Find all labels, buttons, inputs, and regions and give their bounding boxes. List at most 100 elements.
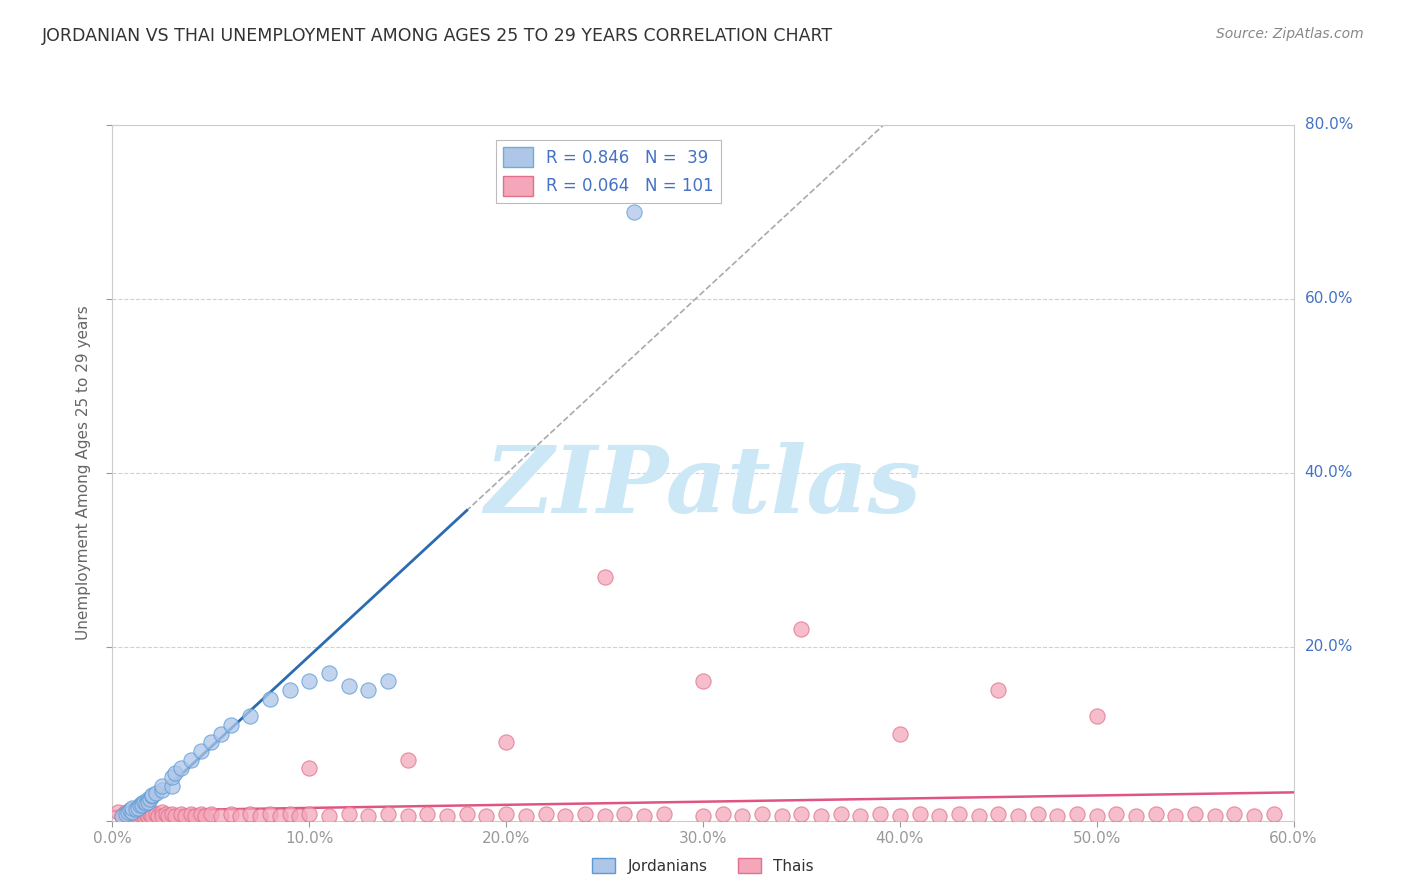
- Point: [869, 806, 891, 821]
- Point: [495, 806, 517, 821]
- Point: [229, 809, 252, 823]
- Point: [967, 809, 990, 823]
- Point: [111, 809, 134, 823]
- Point: [139, 792, 162, 806]
- Point: [259, 692, 281, 706]
- Point: [125, 806, 148, 821]
- Point: [150, 779, 173, 793]
- Point: [889, 809, 911, 823]
- Point: [298, 806, 321, 821]
- Point: [357, 809, 380, 823]
- Point: [121, 809, 143, 823]
- Point: [692, 809, 714, 823]
- Point: [132, 795, 155, 809]
- Point: [416, 806, 439, 821]
- Point: [120, 803, 142, 817]
- Point: [160, 806, 183, 821]
- Point: [129, 797, 152, 812]
- Point: [131, 797, 153, 812]
- Point: [830, 806, 852, 821]
- Point: [1105, 806, 1128, 821]
- Point: [1184, 806, 1206, 821]
- Point: [160, 770, 183, 784]
- Point: [141, 805, 163, 819]
- Point: [131, 796, 153, 810]
- Point: [928, 809, 950, 823]
- Point: [219, 806, 242, 821]
- Legend: Jordanians, Thais: Jordanians, Thais: [586, 852, 820, 880]
- Point: [125, 802, 148, 816]
- Point: [987, 683, 1010, 698]
- Point: [239, 806, 262, 821]
- Point: [1026, 806, 1049, 821]
- Point: [357, 683, 380, 698]
- Point: [132, 809, 155, 823]
- Point: [1046, 809, 1069, 823]
- Point: [115, 805, 138, 819]
- Point: [1085, 709, 1108, 723]
- Point: [987, 806, 1010, 821]
- Point: [1007, 809, 1029, 823]
- Point: [136, 809, 159, 823]
- Point: [135, 796, 157, 810]
- Point: [298, 761, 321, 775]
- Point: [150, 809, 173, 823]
- Point: [1223, 806, 1246, 821]
- Point: [288, 809, 311, 823]
- Point: [298, 674, 321, 689]
- Point: [318, 665, 340, 680]
- Point: [135, 806, 157, 821]
- Text: ZIPatlas: ZIPatlas: [485, 442, 921, 532]
- Point: [269, 809, 291, 823]
- Point: [141, 809, 163, 823]
- Point: [174, 809, 197, 823]
- Point: [259, 806, 281, 821]
- Point: [239, 709, 262, 723]
- Point: [711, 806, 734, 821]
- Y-axis label: Unemployment Among Ages 25 to 29 years: Unemployment Among Ages 25 to 29 years: [76, 305, 91, 640]
- Point: [112, 806, 135, 821]
- Point: [790, 623, 813, 637]
- Point: [117, 805, 139, 819]
- Point: [145, 806, 167, 821]
- Point: [790, 806, 813, 821]
- Text: 60.0%: 60.0%: [1305, 292, 1353, 306]
- Point: [475, 809, 498, 823]
- Point: [115, 806, 138, 821]
- Point: [751, 806, 773, 821]
- Point: [1263, 806, 1285, 821]
- Point: [396, 809, 419, 823]
- Point: [150, 805, 173, 819]
- Point: [495, 735, 517, 749]
- Point: [337, 679, 360, 693]
- Point: [145, 786, 167, 800]
- Point: [1164, 809, 1187, 823]
- Point: [436, 809, 458, 823]
- Point: [170, 806, 193, 821]
- Point: [908, 806, 931, 821]
- Point: [278, 806, 301, 821]
- Point: [515, 809, 537, 823]
- Point: [593, 570, 616, 584]
- Point: [139, 806, 162, 821]
- Point: [165, 765, 187, 780]
- Point: [136, 795, 159, 809]
- Point: [849, 809, 872, 823]
- Point: [396, 753, 419, 767]
- Point: [194, 809, 217, 823]
- Point: [810, 809, 832, 823]
- Point: [150, 783, 173, 797]
- Point: [165, 809, 187, 823]
- Point: [574, 806, 596, 821]
- Point: [121, 805, 143, 819]
- Text: 40.0%: 40.0%: [1305, 466, 1353, 480]
- Point: [593, 809, 616, 823]
- Point: [129, 806, 152, 821]
- Point: [200, 735, 222, 749]
- Point: [692, 674, 714, 689]
- Point: [146, 809, 169, 823]
- Point: [219, 718, 242, 732]
- Text: 80.0%: 80.0%: [1305, 118, 1353, 132]
- Point: [1066, 806, 1088, 821]
- Text: 20.0%: 20.0%: [1305, 640, 1353, 654]
